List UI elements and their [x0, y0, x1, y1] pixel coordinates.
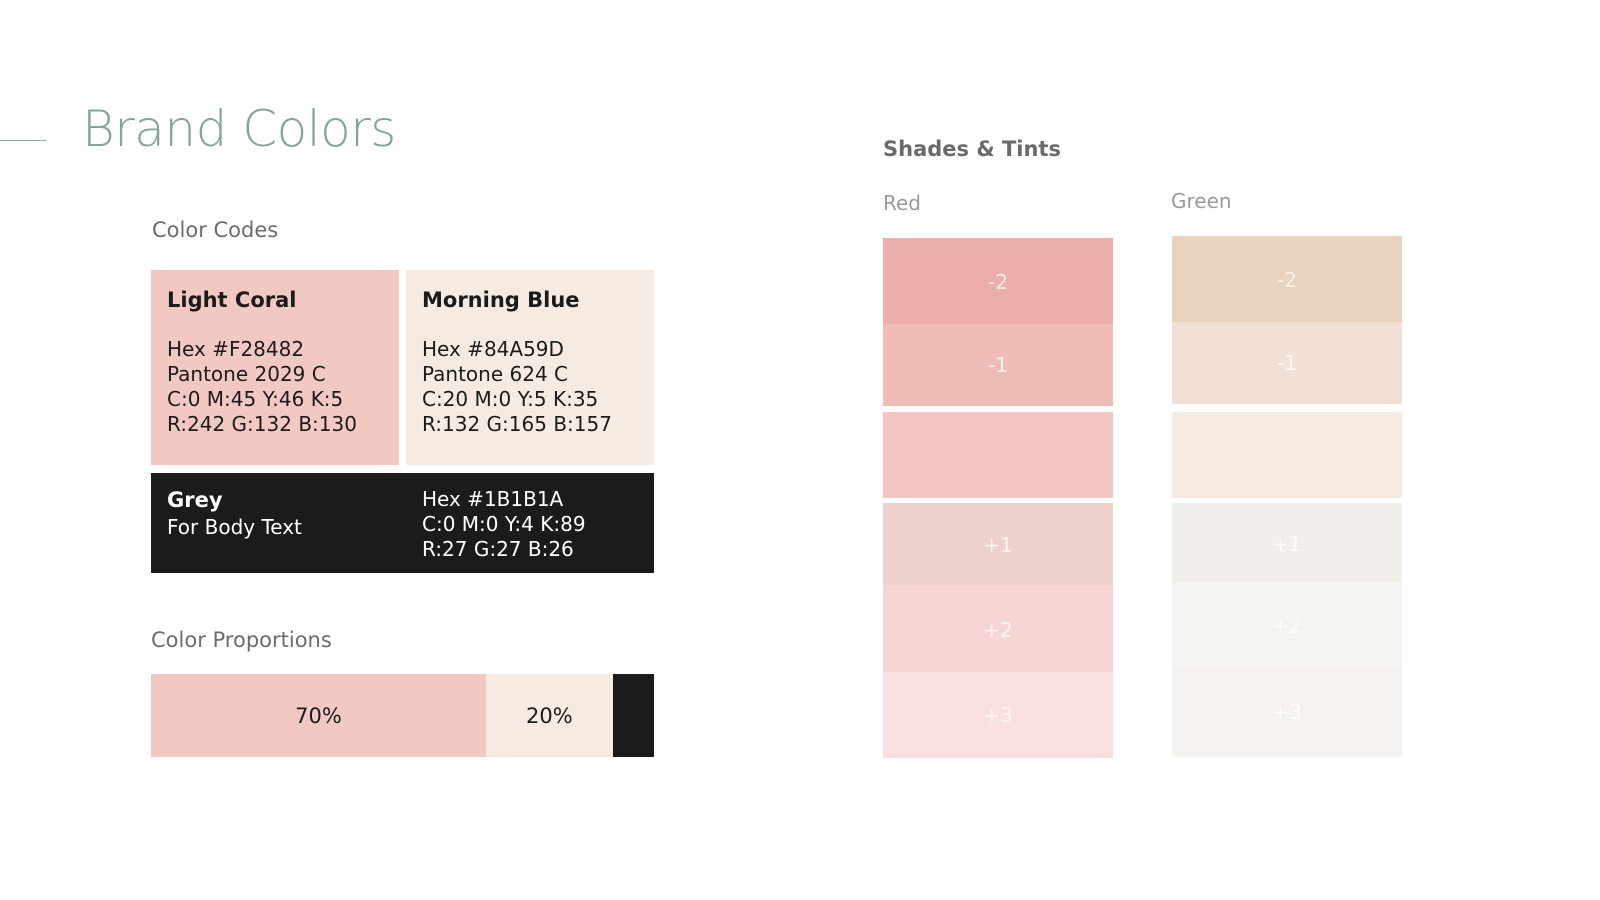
page-title: Brand Colors — [82, 100, 396, 158]
color-name: Morning Blue — [422, 288, 580, 312]
cmyk-value: C:0 M:45 Y:46 K:5 — [167, 387, 344, 411]
hex-value: Hex #84A59D — [422, 337, 564, 361]
shade-swatch: -1 — [1172, 322, 1402, 404]
shade-swatch: -1 — [883, 324, 1113, 406]
shade-swatch: -2 — [1172, 236, 1402, 324]
shades-tints-heading: Shades & Tints — [883, 137, 1061, 161]
color-card-grey: Grey For Body Text Hex #1B1B1A C:0 M:0 Y… — [151, 473, 654, 573]
color-card-light-coral: Light Coral Hex #F28482 Pantone 2029 C C… — [151, 270, 399, 465]
color-usage: For Body Text — [167, 515, 302, 539]
pantone-value: Pantone 624 C — [422, 362, 569, 386]
hex-value: Hex #1B1B1A — [422, 487, 564, 511]
proportion-segment-grey — [612, 674, 654, 757]
pantone-value: Pantone 2029 C — [167, 362, 326, 386]
tint-swatch: +2 — [883, 585, 1113, 674]
proportion-segment-morning-blue: 20% — [485, 674, 613, 757]
rgb-value: R:132 G:165 B:157 — [422, 412, 612, 436]
shade-column-label-green: Green — [1171, 189, 1232, 213]
hex-value: Hex #F28482 — [167, 337, 305, 361]
color-proportions-heading: Color Proportions — [151, 628, 332, 652]
base-swatch — [1172, 412, 1402, 498]
tint-swatch: +1 — [1172, 503, 1402, 585]
shade-column-label-red: Red — [883, 191, 921, 215]
base-swatch — [883, 412, 1113, 498]
cmyk-value: C:0 M:0 Y:4 K:89 — [422, 512, 586, 536]
shade-swatch: -2 — [883, 238, 1113, 326]
shade-column-red: -2 -1 +1 +2 +3 — [883, 238, 1113, 758]
rgb-value: R:27 G:27 B:26 — [422, 537, 574, 561]
tint-swatch: +3 — [1172, 667, 1402, 757]
color-name: Grey — [167, 488, 223, 512]
color-card-morning-blue: Morning Blue Hex #84A59D Pantone 624 C C… — [406, 270, 654, 465]
color-codes-heading: Color Codes — [152, 218, 279, 242]
cmyk-value: C:20 M:0 Y:5 K:35 — [422, 387, 599, 411]
proportion-segment-coral: 70% — [151, 674, 486, 757]
title-rule — [0, 140, 46, 141]
tint-swatch: +2 — [1172, 583, 1402, 669]
tint-swatch: +1 — [883, 503, 1113, 587]
color-name: Light Coral — [167, 288, 297, 312]
proportion-bar: 70% 20% — [151, 674, 654, 757]
shade-column-green: -2 -1 +1 +2 +3 — [1172, 236, 1402, 757]
tint-swatch: +3 — [883, 672, 1113, 758]
rgb-value: R:242 G:132 B:130 — [167, 412, 357, 436]
